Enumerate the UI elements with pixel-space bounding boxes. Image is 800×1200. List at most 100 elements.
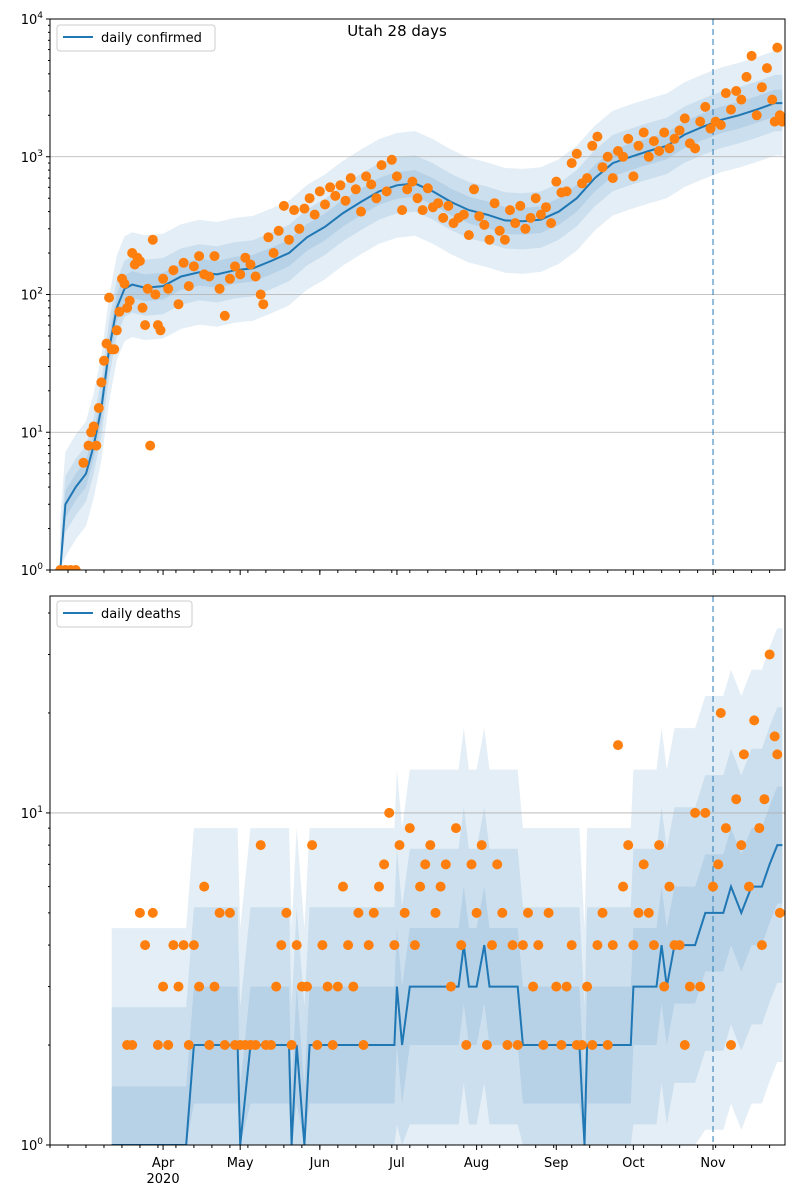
deaths-observed-point <box>395 840 405 850</box>
deaths-observed-point <box>587 1040 597 1050</box>
confirmed-observed-point <box>120 279 130 289</box>
deaths-observed-point <box>739 749 749 759</box>
deaths-observed-point <box>628 940 638 950</box>
confirmed-observed-point <box>603 152 613 162</box>
deaths-observed-point <box>379 859 389 869</box>
x-tick-label: Apr <box>152 1156 175 1171</box>
deaths-observed-point <box>461 1040 471 1050</box>
deaths-observed-point <box>675 940 685 950</box>
deaths-observed-point <box>384 808 394 818</box>
deaths-observed-point <box>343 940 353 950</box>
deaths-observed-point <box>405 823 415 833</box>
deaths-observed-point <box>420 859 430 869</box>
deaths-observed-point <box>772 749 782 759</box>
x-tick-year-label: 2020 <box>147 1172 180 1187</box>
confirmed-observed-point <box>138 303 148 313</box>
deaths-observed-point <box>754 823 764 833</box>
deaths-observed-point <box>328 1040 338 1050</box>
confirmed-observed-point <box>716 120 726 130</box>
deaths-observed-point <box>456 940 466 950</box>
deaths-observed-point <box>716 708 726 718</box>
confirmed-observed-point <box>505 205 515 215</box>
deaths-observed-point <box>518 940 528 950</box>
deaths-observed-point <box>436 882 446 892</box>
deaths-observed-point <box>567 940 577 950</box>
deaths-legend: daily deaths <box>57 601 192 627</box>
deaths-observed-point <box>179 940 189 950</box>
deaths-observed-point <box>649 940 659 950</box>
confirmed-observed-point <box>598 162 608 172</box>
deaths-observed-point <box>446 982 456 992</box>
confirmed-observed-point <box>664 143 674 153</box>
confirmed-observed-point <box>695 117 705 127</box>
deaths-observed-point <box>744 882 754 892</box>
deaths-observed-point <box>148 908 158 918</box>
confirmed-observed-point <box>608 173 618 183</box>
deaths-observed-point <box>225 908 235 918</box>
confirmed-observed-point <box>289 205 299 215</box>
confirmed-observed-point <box>366 179 376 189</box>
deaths-observed-point <box>333 982 343 992</box>
deaths-observed-point <box>598 908 608 918</box>
deaths-observed-point <box>467 859 477 869</box>
confirmed-observed-point <box>515 201 525 211</box>
deaths-observed-point <box>266 1040 276 1050</box>
confirmed-observed-point <box>125 296 135 306</box>
deaths-observed-point <box>775 908 785 918</box>
deaths-observed-point <box>400 908 410 918</box>
deaths-observed-point <box>312 1040 322 1050</box>
confirmed-observed-point <box>94 403 104 413</box>
confirmed-legend: daily confirmed <box>57 25 215 51</box>
confirmed-observed-point <box>495 226 505 236</box>
deaths-observed-point <box>685 982 695 992</box>
deaths-observed-point <box>492 859 502 869</box>
confirmed-observed-point <box>109 344 119 354</box>
confirmed-observed-point <box>726 105 736 115</box>
deaths-observed-point <box>731 794 741 804</box>
confirmed-observed-point <box>567 158 577 168</box>
confirmed-observed-point <box>413 193 423 203</box>
confirmed-observed-point <box>464 230 474 240</box>
confirmed-observed-point <box>305 193 315 203</box>
confirmed-observed-point <box>772 43 782 53</box>
confirmed-observed-point <box>78 458 88 468</box>
confirmed-observed-point <box>246 260 256 270</box>
deaths-observed-point <box>757 940 767 950</box>
deaths-observed-point <box>251 1040 261 1050</box>
confirmed-observed-point <box>158 274 168 284</box>
confirmed-observed-point <box>479 220 489 230</box>
x-tick-label: Jun <box>309 1156 330 1171</box>
deaths-observed-point <box>338 882 348 892</box>
deaths-observed-point <box>608 940 618 950</box>
deaths-observed-point <box>634 908 644 918</box>
confirmed-observed-point <box>592 132 602 142</box>
deaths-observed-point <box>369 908 379 918</box>
confirmed-observed-point <box>341 196 351 206</box>
confirmed-observed-point <box>757 82 767 92</box>
deaths-observed-point <box>551 982 561 992</box>
confirmed-observed-point <box>356 207 366 217</box>
confirmed-observed-point <box>377 160 387 170</box>
confirmed-observed-point <box>299 204 309 214</box>
confirmed-observed-point <box>284 235 294 245</box>
confirmed-observed-point <box>690 143 700 153</box>
confirmed-observed-point <box>469 184 479 194</box>
confirmed-observed-point <box>310 210 320 220</box>
confirmed-observed-point <box>99 356 109 366</box>
confirmed-observed-point <box>351 184 361 194</box>
deaths-observed-point <box>140 940 150 950</box>
x-tick-label: Oct <box>622 1156 644 1171</box>
confirmed-observed-point <box>174 299 184 309</box>
confirmed-observed-point <box>628 171 638 181</box>
deaths-observed-point <box>220 1040 230 1050</box>
deaths-observed-point <box>204 1040 214 1050</box>
confirmed-observed-point <box>256 290 266 300</box>
deaths-observed-point <box>577 1040 587 1050</box>
deaths-observed-point <box>508 940 518 950</box>
confirmed-observed-point <box>204 272 214 282</box>
confirmed-observed-point <box>767 95 777 105</box>
deaths-observed-point <box>680 1040 690 1050</box>
deaths-observed-point <box>389 940 399 950</box>
confirmed-observed-point <box>752 110 762 120</box>
confirmed-observed-point <box>156 325 166 335</box>
